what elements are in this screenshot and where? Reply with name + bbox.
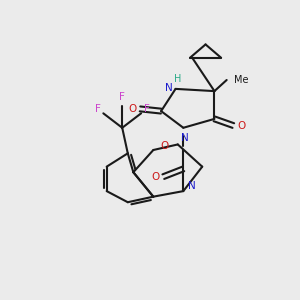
Text: O: O: [237, 121, 245, 130]
Text: F: F: [95, 104, 101, 114]
Text: F: F: [119, 92, 125, 102]
Text: O: O: [152, 172, 160, 182]
Text: H: H: [174, 74, 182, 84]
Text: F: F: [144, 104, 150, 114]
Text: N: N: [181, 133, 188, 143]
Text: O: O: [128, 104, 136, 114]
Text: N: N: [165, 83, 173, 93]
Text: Me: Me: [234, 75, 248, 85]
Text: O: O: [160, 141, 169, 151]
Text: N: N: [188, 181, 196, 190]
